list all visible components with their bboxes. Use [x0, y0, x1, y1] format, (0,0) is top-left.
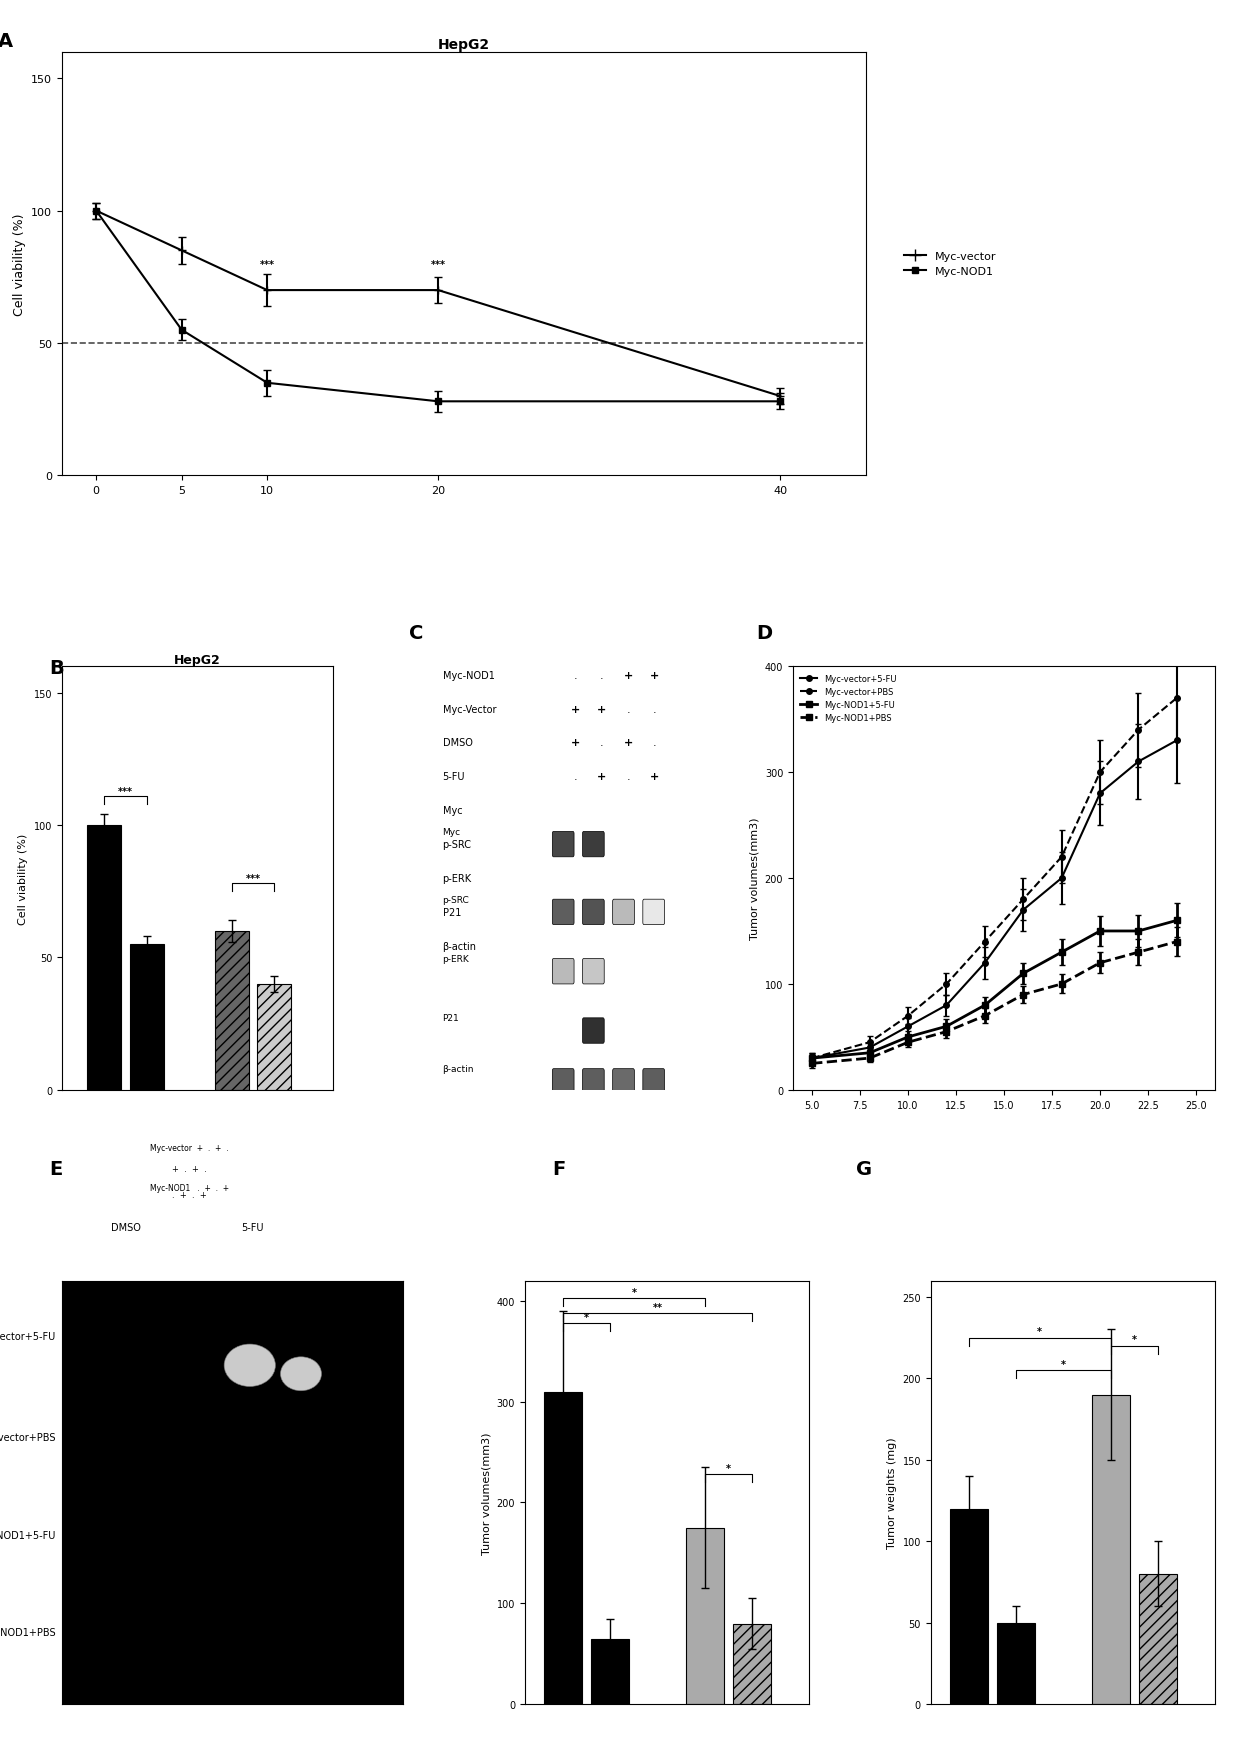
- Text: ***: ***: [259, 260, 275, 271]
- Text: .: .: [600, 738, 604, 748]
- Text: D: D: [756, 624, 773, 643]
- Text: B: B: [50, 659, 64, 678]
- FancyBboxPatch shape: [642, 900, 665, 926]
- Text: G: G: [856, 1160, 872, 1179]
- Text: β-actin: β-actin: [443, 1065, 474, 1074]
- Text: .: .: [653, 705, 657, 713]
- Legend: Myc-vector+5-FU, Myc-vector+PBS, Myc-NOD1+5-FU, Myc-NOD1+PBS: Myc-vector+5-FU, Myc-vector+PBS, Myc-NOD…: [797, 671, 899, 726]
- Text: *: *: [1037, 1327, 1043, 1335]
- Text: +: +: [624, 669, 632, 680]
- Text: +: +: [570, 738, 580, 748]
- Ellipse shape: [224, 1344, 275, 1386]
- Y-axis label: Cell viability (%): Cell viability (%): [12, 213, 26, 316]
- Text: Myc-NOD1+PBS: Myc-NOD1+PBS: [0, 1627, 55, 1638]
- Text: +  .  +  .: + . + .: [172, 1165, 207, 1174]
- FancyBboxPatch shape: [583, 900, 604, 926]
- Title: HepG2: HepG2: [175, 654, 221, 666]
- Text: Myc-vector+5-FU: Myc-vector+5-FU: [0, 1330, 55, 1341]
- Text: .: .: [626, 771, 630, 782]
- Text: +: +: [650, 669, 660, 680]
- FancyBboxPatch shape: [613, 1068, 635, 1095]
- Text: *: *: [727, 1464, 732, 1474]
- FancyBboxPatch shape: [552, 1068, 574, 1095]
- FancyBboxPatch shape: [552, 831, 574, 857]
- Text: DMSO: DMSO: [443, 738, 472, 748]
- Text: .: .: [573, 669, 577, 680]
- FancyBboxPatch shape: [583, 831, 604, 857]
- Text: .  +  .  +: . + . +: [172, 1191, 207, 1200]
- Text: 5-FU: 5-FU: [443, 771, 465, 782]
- Text: p-SRC: p-SRC: [443, 894, 469, 905]
- FancyBboxPatch shape: [613, 900, 635, 926]
- Bar: [1140, 1574, 1177, 1704]
- Text: +: +: [650, 771, 660, 782]
- Bar: [215, 931, 249, 1091]
- Text: E: E: [50, 1160, 63, 1179]
- Bar: [950, 1509, 987, 1704]
- Text: +: +: [570, 705, 580, 713]
- Text: Myc-NOD1+5-FU: Myc-NOD1+5-FU: [0, 1530, 55, 1539]
- Y-axis label: Tumor volumes(mm3): Tumor volumes(mm3): [749, 817, 759, 940]
- Text: DMSO: DMSO: [110, 1223, 140, 1233]
- Text: 5-FU: 5-FU: [242, 1223, 264, 1233]
- Bar: [686, 1529, 724, 1704]
- Text: A: A: [0, 32, 12, 51]
- Text: *: *: [584, 1312, 589, 1323]
- Text: Myc-vector+PBS: Myc-vector+PBS: [0, 1432, 55, 1442]
- FancyBboxPatch shape: [552, 959, 574, 984]
- Bar: [997, 1623, 1035, 1704]
- FancyBboxPatch shape: [552, 900, 574, 926]
- Text: *: *: [1061, 1358, 1066, 1369]
- Text: P21: P21: [443, 1014, 459, 1023]
- Bar: [88, 826, 122, 1091]
- Title: HepG2: HepG2: [438, 37, 490, 51]
- Text: p-SRC: p-SRC: [443, 840, 471, 850]
- FancyBboxPatch shape: [583, 1019, 604, 1044]
- Y-axis label: Tumor volumes(mm3): Tumor volumes(mm3): [481, 1432, 491, 1553]
- Bar: [733, 1623, 771, 1704]
- Text: p-ERK: p-ERK: [443, 954, 469, 963]
- Text: C: C: [409, 624, 424, 643]
- Y-axis label: Cell viability (%): Cell viability (%): [19, 833, 29, 924]
- Text: Myc-Vector: Myc-Vector: [443, 705, 496, 713]
- Text: P21: P21: [443, 907, 461, 917]
- Text: β-actin: β-actin: [443, 942, 476, 951]
- Text: ***: ***: [118, 787, 133, 796]
- Text: ***: ***: [246, 873, 260, 884]
- Text: .: .: [653, 738, 657, 748]
- Y-axis label: Tumor weights (mg): Tumor weights (mg): [887, 1437, 897, 1548]
- Text: +: +: [598, 771, 606, 782]
- Text: Myc-NOD1   .  +  .  +: Myc-NOD1 . + . +: [150, 1182, 229, 1191]
- Text: p-ERK: p-ERK: [443, 873, 471, 884]
- Text: **: **: [652, 1302, 662, 1312]
- Text: F: F: [552, 1160, 565, 1179]
- Text: Myc: Myc: [443, 828, 461, 836]
- Bar: [544, 1392, 582, 1704]
- Text: *: *: [631, 1286, 636, 1297]
- Text: Myc: Myc: [443, 806, 463, 815]
- Bar: [1092, 1395, 1130, 1704]
- Text: .: .: [573, 771, 577, 782]
- Text: ***: ***: [430, 260, 445, 271]
- Text: .: .: [626, 705, 630, 713]
- Text: +: +: [598, 705, 606, 713]
- Text: Myc-vector  +  .  +  .: Myc-vector + . + .: [150, 1144, 228, 1153]
- Text: Myc-NOD1: Myc-NOD1: [443, 669, 495, 680]
- Bar: [591, 1639, 629, 1704]
- Bar: [257, 984, 291, 1091]
- FancyBboxPatch shape: [642, 1068, 665, 1095]
- Ellipse shape: [280, 1356, 321, 1392]
- Bar: [130, 945, 164, 1091]
- FancyBboxPatch shape: [583, 959, 604, 984]
- Text: +: +: [624, 738, 632, 748]
- Text: *: *: [1132, 1334, 1137, 1344]
- Legend: Myc-vector, Myc-NOD1: Myc-vector, Myc-NOD1: [899, 248, 1001, 281]
- FancyBboxPatch shape: [583, 1068, 604, 1095]
- Text: .: .: [600, 669, 604, 680]
